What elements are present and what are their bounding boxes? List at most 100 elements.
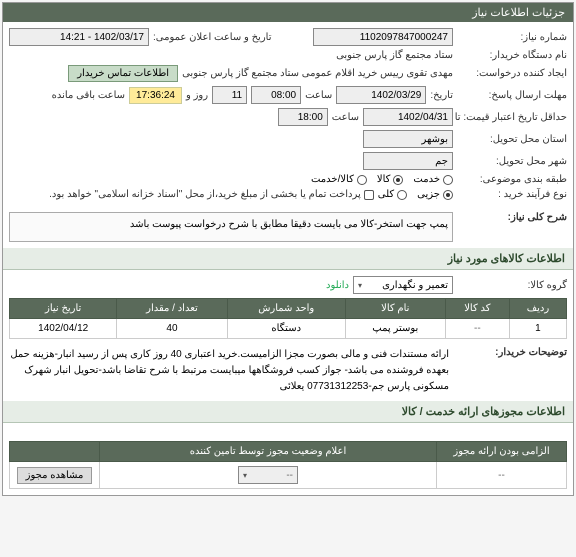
col-name: نام کالا bbox=[345, 299, 445, 319]
province-value: بوشهر bbox=[363, 130, 453, 148]
radio-icon bbox=[443, 190, 453, 200]
category-option-2[interactable]: کالا/خدمت bbox=[311, 174, 367, 185]
goods-info-header: اطلاعات کالاهای مورد نیاز bbox=[3, 248, 573, 270]
need-number-label: شماره نیاز: bbox=[457, 32, 567, 43]
deadline-tlabel1: تاریخ: bbox=[430, 90, 453, 101]
goods-table-header-row: ردیف کد کالا نام کالا واحد شمارش تعداد /… bbox=[10, 299, 567, 319]
deadline-timer: 17:36:24 bbox=[129, 87, 182, 104]
lic-status-cell: -- ▾ bbox=[100, 462, 437, 489]
download-link[interactable]: دانلود bbox=[326, 280, 349, 291]
deadline-label: مهلت ارسال پاسخ: bbox=[457, 90, 567, 101]
deadline-time: 08:00 bbox=[251, 86, 301, 104]
process-checkbox[interactable]: پرداخت تمام یا بخشی از مبلغ خرید،از محل … bbox=[49, 189, 374, 200]
lic-status-value: -- bbox=[286, 470, 293, 481]
license-table: الزامی بودن ارائه مجوز اعلام وضعیت مجوز … bbox=[9, 441, 567, 489]
category-option-0[interactable]: خدمت bbox=[413, 174, 453, 185]
requester-label: ایجاد کننده درخواست: bbox=[457, 68, 567, 79]
radio-icon bbox=[443, 175, 453, 185]
process-label: نوع فرآیند خرید : bbox=[457, 189, 567, 200]
process-option-0-label: جزیی bbox=[417, 189, 440, 200]
cell-code: -- bbox=[445, 319, 509, 339]
row-buyer-notes: توضیحات خریدار: ارائه مستندات فنی و مالی… bbox=[9, 347, 567, 395]
radio-icon bbox=[357, 175, 367, 185]
row-category: طبقه بندی موضوعی: خدمت کالا کالا/خدمت bbox=[9, 174, 567, 185]
radio-icon bbox=[397, 190, 407, 200]
requester-value: مهدی تقوی رییس خرید اقلام عمومی ستاد مجت… bbox=[182, 68, 453, 79]
cell-date: 1402/04/12 bbox=[10, 319, 117, 339]
process-option-1-label: کلی bbox=[378, 189, 394, 200]
category-option-2-label: کالا/خدمت bbox=[311, 174, 354, 185]
need-info-panel: جزئیات اطلاعات نیاز شماره نیاز: 11020978… bbox=[2, 2, 574, 496]
category-radio-group: خدمت کالا کالا/خدمت bbox=[311, 174, 453, 185]
lic-action-cell: مشاهده مجوز bbox=[10, 462, 100, 489]
lic-col-2 bbox=[10, 442, 100, 462]
category-option-0-label: خدمت bbox=[413, 174, 440, 185]
buyer-org-label: نام دستگاه خریدار: bbox=[457, 50, 567, 61]
cell-idx: 1 bbox=[509, 319, 566, 339]
license-row: -- -- ▾ مشاهده مجوز bbox=[10, 462, 567, 489]
panel-body: شماره نیاز: 1102097847000247 تاریخ و ساع… bbox=[3, 22, 573, 495]
valid-date-label: حداقل تاریخ اعتبار قیمت: تا تاریخ: bbox=[457, 112, 567, 123]
view-license-button[interactable]: مشاهده مجوز bbox=[17, 467, 93, 484]
valid-date-value: 1402/04/31 bbox=[363, 108, 453, 126]
lic-status-select[interactable]: -- ▾ bbox=[238, 466, 298, 484]
cell-name: بوستر پمپ bbox=[345, 319, 445, 339]
lic-col-0: الزامی بودن ارائه مجوز bbox=[437, 442, 567, 462]
chevron-down-icon: ▾ bbox=[358, 281, 362, 290]
row-goods-group: گروه کالا: تعمیر و نگهداری ▾ دانلود bbox=[9, 276, 567, 294]
checkbox-icon bbox=[364, 190, 374, 200]
goods-group-select[interactable]: تعمیر و نگهداری ▾ bbox=[353, 276, 453, 294]
cell-qty: 40 bbox=[117, 319, 227, 339]
city-label: شهر محل تحویل: bbox=[457, 156, 567, 167]
category-option-1-label: کالا bbox=[377, 174, 391, 185]
lic-col-1: اعلام وضعیت مجوز توسط تامین کننده bbox=[100, 442, 437, 462]
need-desc-label: شرح کلی نیاز: bbox=[457, 212, 567, 223]
chevron-down-icon: ▾ bbox=[243, 471, 247, 480]
buyer-org-value: ستاد مجتمع گاز پارس جنوبی bbox=[336, 50, 453, 61]
table-row: 1 -- بوستر پمپ دستگاه 40 1402/04/12 bbox=[10, 319, 567, 339]
need-number-value: 1102097847000247 bbox=[313, 28, 453, 46]
need-desc-value: پمپ جهت استخر-کالا می بایست دقیقا مطابق … bbox=[9, 212, 453, 242]
cell-unit: دستگاه bbox=[227, 319, 345, 339]
panel-title: جزئیات اطلاعات نیاز bbox=[3, 3, 573, 22]
process-note: پرداخت تمام یا بخشی از مبلغ خرید،از محل … bbox=[49, 189, 361, 200]
buyer-notes-label: توضیحات خریدار: bbox=[457, 347, 567, 358]
province-label: استان محل تحویل: bbox=[457, 134, 567, 145]
valid-time-value: 18:00 bbox=[278, 108, 328, 126]
category-option-1[interactable]: کالا bbox=[377, 174, 404, 185]
row-need-desc: شرح کلی نیاز: پمپ جهت استخر-کالا می بایس… bbox=[9, 212, 567, 242]
process-option-1[interactable]: کلی bbox=[378, 189, 407, 200]
row-buyer-org: نام دستگاه خریدار: ستاد مجتمع گاز پارس ج… bbox=[9, 50, 567, 61]
lic-mandatory: -- bbox=[437, 462, 567, 489]
row-city: شهر محل تحویل: جم bbox=[9, 152, 567, 170]
deadline-remaining-label: ساعت باقی مانده bbox=[52, 90, 125, 101]
row-need-number: شماره نیاز: 1102097847000247 تاریخ و ساع… bbox=[9, 28, 567, 46]
goods-group-value: تعمیر و نگهداری bbox=[382, 280, 448, 291]
deadline-days-label: روز و bbox=[186, 90, 208, 101]
row-province: استان محل تحویل: بوشهر bbox=[9, 130, 567, 148]
row-deadline: مهلت ارسال پاسخ: تاریخ: 1402/03/29 ساعت … bbox=[9, 86, 567, 104]
goods-table: ردیف کد کالا نام کالا واحد شمارش تعداد /… bbox=[9, 298, 567, 339]
deadline-tlabel2: ساعت bbox=[305, 90, 332, 101]
process-option-0[interactable]: جزیی bbox=[417, 189, 453, 200]
city-value: جم bbox=[363, 152, 453, 170]
buyer-notes-value: ارائه مستندات فنی و مالی بصورت مجزا الزا… bbox=[9, 347, 453, 395]
row-process: نوع فرآیند خرید : جزیی کلی پرداخت تمام ی… bbox=[9, 189, 567, 200]
license-header-row: الزامی بودن ارائه مجوز اعلام وضعیت مجوز … bbox=[10, 442, 567, 462]
col-code: کد کالا bbox=[445, 299, 509, 319]
row-valid-date: حداقل تاریخ اعتبار قیمت: تا تاریخ: 1402/… bbox=[9, 108, 567, 126]
contact-buyer-button[interactable]: اطلاعات تماس خریدار bbox=[68, 65, 178, 82]
process-radio-group: جزیی کلی bbox=[378, 189, 453, 200]
col-unit: واحد شمارش bbox=[227, 299, 345, 319]
valid-time-label: ساعت bbox=[332, 112, 359, 123]
public-date-value: 1402/03/17 - 14:21 bbox=[9, 28, 149, 46]
col-qty: تعداد / مقدار bbox=[117, 299, 227, 319]
category-label: طبقه بندی موضوعی: bbox=[457, 174, 567, 185]
public-date-label: تاریخ و ساعت اعلان عمومی: bbox=[153, 32, 272, 43]
deadline-days: 11 bbox=[212, 86, 247, 104]
goods-group-label: گروه کالا: bbox=[457, 280, 567, 291]
deadline-date: 1402/03/29 bbox=[336, 86, 426, 104]
radio-icon bbox=[393, 175, 403, 185]
license-header: اطلاعات مجوزهای ارائه خدمت / کالا bbox=[3, 401, 573, 423]
row-requester: ایجاد کننده درخواست: مهدی تقوی رییس خرید… bbox=[9, 65, 567, 82]
